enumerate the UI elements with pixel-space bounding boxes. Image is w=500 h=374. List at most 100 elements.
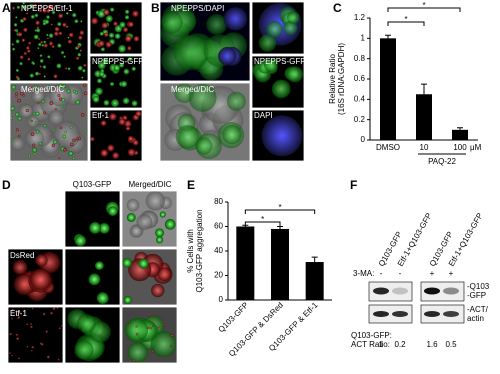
cell-signal bbox=[75, 99, 81, 105]
cell-signal bbox=[15, 16, 18, 19]
cell-signal bbox=[188, 83, 217, 112]
cell-signal bbox=[14, 92, 18, 96]
bar bbox=[380, 38, 396, 141]
cell-signal bbox=[37, 47, 40, 50]
bar bbox=[271, 228, 289, 300]
cell-signal bbox=[131, 66, 136, 72]
cell-signal bbox=[124, 15, 130, 20]
cell-signal bbox=[101, 22, 109, 29]
frame bbox=[89, 109, 143, 162]
cell-signal bbox=[83, 83, 87, 87]
panel-label: B bbox=[151, 1, 160, 15]
x-tick-label: Q103-GFP bbox=[217, 301, 251, 335]
cell-signal bbox=[65, 25, 69, 29]
cell-signal bbox=[54, 26, 60, 32]
cell-signal bbox=[15, 39, 20, 44]
cell-signal bbox=[69, 115, 72, 118]
band bbox=[424, 287, 440, 295]
frame bbox=[64, 248, 121, 306]
cell-signal bbox=[32, 112, 36, 115]
y-tick-label: 0.2 bbox=[354, 115, 366, 124]
cell-signal bbox=[17, 357, 20, 360]
cell-signal bbox=[11, 317, 13, 320]
treatment-sign: - bbox=[399, 269, 402, 278]
cell-signal bbox=[127, 57, 133, 62]
panel-label: D bbox=[2, 178, 11, 192]
cell-signal bbox=[71, 12, 77, 18]
cell-signal bbox=[113, 21, 118, 27]
cell-signal bbox=[124, 318, 149, 342]
cell-signal bbox=[22, 94, 26, 97]
cell-signal bbox=[50, 23, 53, 26]
band bbox=[443, 311, 459, 317]
cell-signal bbox=[66, 89, 71, 94]
cell-signal bbox=[13, 23, 18, 27]
cell-signal bbox=[33, 152, 37, 156]
cell-signal bbox=[123, 295, 132, 305]
cell-signal bbox=[97, 10, 106, 18]
frame bbox=[159, 1, 251, 82]
cell-signal bbox=[32, 147, 38, 153]
cell-signal bbox=[47, 37, 50, 40]
cell-signal bbox=[47, 85, 50, 88]
cell-signal bbox=[283, 20, 298, 36]
cell-signal bbox=[95, 87, 103, 96]
cell-signal bbox=[152, 314, 155, 317]
significance-star: * bbox=[404, 15, 407, 24]
cell-signal bbox=[112, 152, 120, 159]
cell-signal bbox=[218, 47, 237, 66]
cell-signal bbox=[130, 313, 133, 316]
cell-signal bbox=[89, 222, 101, 234]
cell-signal bbox=[261, 115, 303, 157]
cell-signal bbox=[68, 32, 74, 38]
cell-signal bbox=[14, 112, 20, 117]
cell-signal bbox=[25, 12, 29, 15]
blot bbox=[368, 281, 413, 302]
image-label: Etf-1 bbox=[10, 309, 27, 318]
cell-signal bbox=[43, 40, 47, 44]
cell-signal bbox=[35, 129, 40, 134]
lane-label: Etf-1+Q103-GFP bbox=[396, 211, 434, 268]
cell-signal bbox=[21, 38, 26, 42]
bar bbox=[452, 129, 468, 140]
cell-signal bbox=[118, 118, 126, 126]
cell-signal bbox=[38, 72, 41, 76]
cell-signal bbox=[23, 310, 26, 313]
cell-signal bbox=[77, 53, 82, 57]
cell-signal bbox=[103, 99, 110, 106]
image-label: DsRed bbox=[10, 251, 34, 260]
significance-bracket bbox=[244, 209, 316, 214]
cell-signal bbox=[23, 27, 28, 33]
cell-signal bbox=[52, 139, 58, 145]
cell-signal bbox=[88, 273, 101, 286]
image-label: Merged/DIC bbox=[21, 85, 64, 94]
cell-signal bbox=[62, 22, 67, 27]
cell-signal bbox=[72, 90, 77, 94]
cell-signal bbox=[62, 134, 67, 139]
cell-signal bbox=[32, 62, 35, 66]
cell-signal bbox=[222, 124, 242, 145]
cell-signal bbox=[53, 31, 59, 37]
cell-signal bbox=[35, 28, 41, 33]
cell-signal bbox=[98, 222, 110, 234]
cell-signal bbox=[157, 326, 160, 329]
significance-bracket bbox=[244, 221, 281, 226]
band bbox=[373, 287, 389, 295]
cell-signal bbox=[159, 211, 166, 218]
cell-signal bbox=[80, 20, 83, 23]
cell-signal bbox=[83, 63, 87, 67]
band bbox=[443, 287, 459, 295]
cell-signal bbox=[56, 307, 59, 309]
cell-signal bbox=[119, 21, 126, 28]
cell-signal bbox=[149, 327, 152, 330]
cell-signal bbox=[110, 7, 115, 12]
cell-signal bbox=[105, 15, 113, 23]
cell-signal bbox=[43, 75, 46, 78]
cell-signal bbox=[12, 260, 28, 275]
cell-signal bbox=[132, 359, 136, 362]
cell-signal bbox=[49, 101, 54, 106]
cell-signal bbox=[80, 112, 85, 117]
cell-signal bbox=[46, 355, 50, 359]
cell-signal bbox=[132, 139, 139, 146]
cell-signal bbox=[102, 58, 109, 65]
